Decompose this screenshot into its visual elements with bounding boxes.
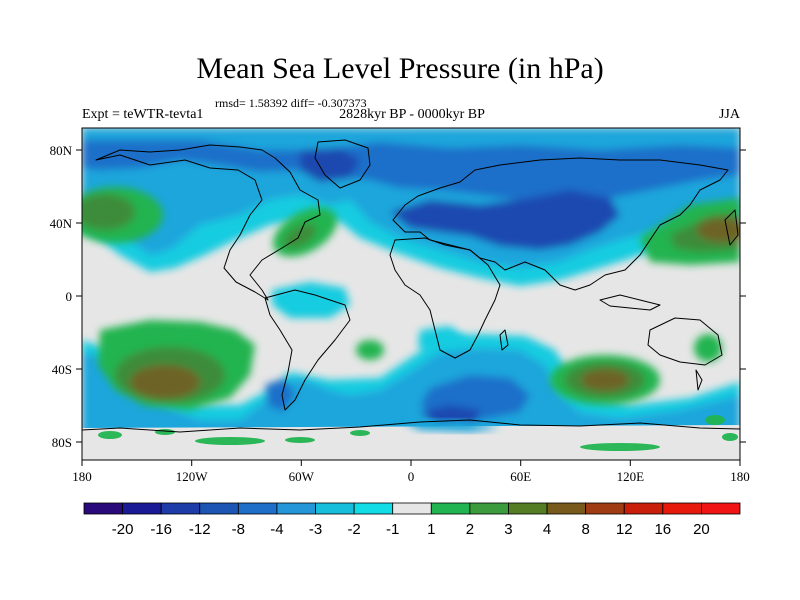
colorbar-label: -20 bbox=[112, 521, 134, 538]
statistics-text: rmsd= 1.58392 diff= -0.307373 bbox=[215, 96, 367, 110]
colorbar-label: -2 bbox=[347, 521, 360, 538]
colorbar-swatch bbox=[623, 502, 664, 515]
colorbar-label: 8 bbox=[581, 521, 589, 538]
north-cyan-edge bbox=[82, 195, 740, 286]
colorbar-swatch bbox=[276, 502, 316, 515]
lat-tick-label: 40S bbox=[52, 362, 72, 377]
lon-tick-label: 60E bbox=[510, 469, 531, 484]
madagascar-outline bbox=[499, 329, 509, 351]
colorbar-label: 1 bbox=[427, 521, 435, 538]
colorbar-swatch bbox=[546, 502, 587, 515]
antarctica-outline bbox=[82, 419, 740, 433]
north-america-outline bbox=[95, 144, 321, 301]
colorbar-swatch bbox=[469, 502, 509, 515]
new-zealand-outline bbox=[695, 369, 703, 391]
antarctic-high-patch bbox=[350, 430, 370, 436]
colorbar-swatch bbox=[585, 502, 625, 515]
antarctic-high-patch bbox=[722, 433, 738, 441]
season-label: JJA bbox=[718, 107, 740, 122]
colorbar-swatch bbox=[392, 502, 432, 515]
japan-outline bbox=[724, 209, 739, 246]
south-atlantic-small-high bbox=[356, 340, 384, 360]
colorbar: -20 -16 -12 -8 -4 -3 -2 -1 1 2 3 4 8 12 16 20 bbox=[83, 502, 741, 538]
colorbar-label: 16 bbox=[654, 521, 671, 538]
colorbar-swatch bbox=[353, 502, 394, 515]
north-pacific-high-east-core bbox=[697, 218, 740, 242]
antarctic-high-patch bbox=[98, 431, 122, 439]
south-america-outline bbox=[264, 289, 351, 411]
coastlines bbox=[82, 139, 740, 433]
africa-outline bbox=[389, 237, 501, 359]
experiment-label: Expt = teWTR-tevta1 bbox=[82, 107, 204, 122]
antarctic-neutral bbox=[82, 425, 740, 460]
colorbar-swatch bbox=[508, 502, 548, 515]
colorbar-swatch bbox=[315, 502, 355, 515]
lon-tick-label: 180 bbox=[730, 469, 750, 484]
period-label: 2828kyr BP - 0000kyr BP bbox=[339, 107, 485, 122]
lon-tick-label: 0 bbox=[408, 469, 415, 484]
colorbar-swatch bbox=[237, 502, 278, 515]
greenland-outline bbox=[314, 139, 371, 189]
lat-tick-label: 40N bbox=[50, 216, 73, 231]
indonesia-outline bbox=[599, 294, 661, 311]
lon-tick-label: 60W bbox=[289, 469, 315, 484]
colorbar-label: -12 bbox=[189, 521, 211, 538]
colorbar-swatch bbox=[122, 502, 162, 515]
antarctic-high-patch bbox=[195, 437, 265, 445]
map-title: Mean Sea Level Pressure (in hPa) bbox=[196, 52, 604, 85]
weddell-low bbox=[400, 420, 500, 432]
antarctic-high-patch bbox=[580, 443, 660, 451]
colorbar-label: -1 bbox=[386, 521, 399, 538]
colorbar-label: -16 bbox=[150, 521, 172, 538]
south-pacific-high-core bbox=[130, 365, 200, 399]
australia-outline bbox=[647, 317, 723, 366]
colorbar-swatch bbox=[701, 502, 741, 515]
lon-tick-label: 120W bbox=[176, 469, 209, 484]
colorbar-label: -8 bbox=[232, 521, 245, 538]
colorbar-label: 4 bbox=[543, 521, 551, 538]
longitude-axis: 180 120W 60W 0 60E 120E 180 bbox=[72, 460, 750, 484]
eurasia-low bbox=[390, 190, 620, 250]
lon-tick-label: 120E bbox=[617, 469, 645, 484]
antarctic-high-patch bbox=[155, 429, 175, 435]
lat-tick-label: 80S bbox=[52, 435, 72, 450]
colorbar-label: 2 bbox=[466, 521, 474, 538]
colorbar-label: -3 bbox=[309, 521, 322, 538]
colorbar-swatch bbox=[199, 502, 239, 515]
colorbar-label: 12 bbox=[616, 521, 633, 538]
colorbar-label: 3 bbox=[504, 521, 512, 538]
arctic-low bbox=[82, 140, 740, 200]
colorbar-label: -4 bbox=[270, 521, 283, 538]
colorbar-swatch bbox=[662, 502, 702, 515]
colorbar-swatch bbox=[83, 502, 123, 515]
pressure-field bbox=[82, 128, 740, 460]
lat-tick-label: 0 bbox=[66, 289, 73, 304]
north-pacific-high-west-mid bbox=[82, 194, 135, 230]
antarctic-high-patch bbox=[705, 415, 725, 425]
tasman-high bbox=[694, 334, 722, 362]
colorbar-label: 20 bbox=[693, 521, 710, 538]
colorbar-swatch bbox=[430, 502, 471, 515]
indian-ocean-high-core bbox=[581, 369, 629, 391]
antarctic-high-patch bbox=[285, 437, 315, 443]
colorbar-swatch bbox=[160, 502, 201, 515]
drake-passage-low bbox=[265, 378, 295, 412]
lat-tick-label: 80N bbox=[50, 143, 73, 158]
latitude-axis: 80N 40N 0 40S 80S bbox=[50, 143, 746, 450]
lon-tick-label: 180 bbox=[72, 469, 92, 484]
